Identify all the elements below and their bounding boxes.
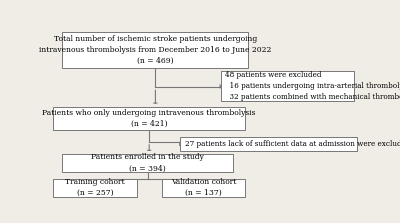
FancyBboxPatch shape <box>162 179 245 197</box>
Text: Patients who only undergoing intravenous thrombolysis
(n = 421): Patients who only undergoing intravenous… <box>42 109 256 128</box>
Text: Validation cohort
(n = 137): Validation cohort (n = 137) <box>171 178 236 197</box>
FancyBboxPatch shape <box>53 107 245 130</box>
Text: Training cohort
(n = 257): Training cohort (n = 257) <box>65 178 125 197</box>
FancyBboxPatch shape <box>62 32 248 68</box>
Text: 48 patients were excluded
  16 patients undergoing intra-arterial thrombolysis
 : 48 patients were excluded 16 patients un… <box>225 71 400 101</box>
FancyBboxPatch shape <box>53 179 137 197</box>
Text: Total number of ischemic stroke patients undergoing
intravenous thrombolysis fro: Total number of ischemic stroke patients… <box>39 35 272 65</box>
Text: Patients enrolled in the study
(n = 394): Patients enrolled in the study (n = 394) <box>91 153 204 172</box>
FancyBboxPatch shape <box>220 71 354 101</box>
FancyBboxPatch shape <box>62 154 233 172</box>
FancyBboxPatch shape <box>180 137 357 151</box>
Text: 27 patients lack of sufficient data at admission were excluded: 27 patients lack of sufficient data at a… <box>185 140 400 148</box>
